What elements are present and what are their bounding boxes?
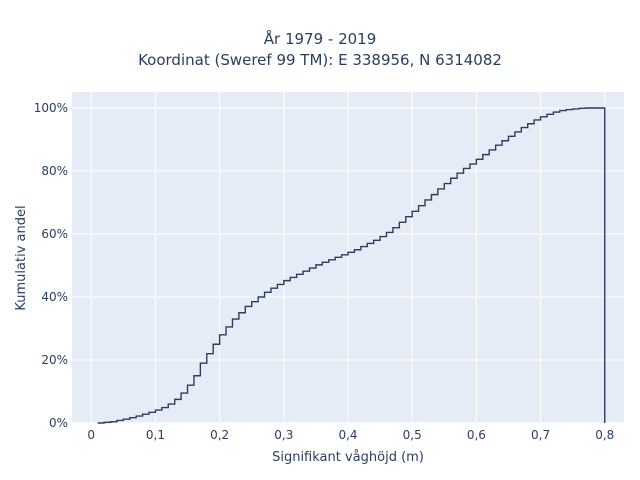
chart-title: År 1979 - 2019 xyxy=(263,30,377,48)
y-tick-label: 100% xyxy=(34,101,68,115)
y-axis-label: Kumulativ andel xyxy=(14,205,29,310)
x-axis-label: Signifikant våghöjd (m) xyxy=(272,450,424,465)
x-tick-label: 0,7 xyxy=(531,428,550,442)
ticks-layer: 0 0,1 0,2 0,3 0,4 0,5 0,6 0,7 0,8 0% 20% 40% 60% 80% 1… xyxy=(34,101,615,442)
x-tick-label: 0,2 xyxy=(210,428,229,442)
y-tick-label: 0% xyxy=(49,416,68,430)
y-tick-label: 40% xyxy=(41,290,68,304)
y-tick-label: 80% xyxy=(41,164,68,178)
series-line xyxy=(97,107,606,424)
x-tick-label: 0 xyxy=(87,428,95,442)
x-tick-label: 0,3 xyxy=(274,428,293,442)
x-tick-label: 0,6 xyxy=(467,428,486,442)
y-tick-label: 20% xyxy=(41,353,68,367)
series-layer xyxy=(97,107,606,424)
grid-layer xyxy=(72,92,624,424)
x-tick-label: 0,8 xyxy=(595,428,614,442)
chart-subtitle: Koordinat (Sweref 99 TM): E 338956, N 63… xyxy=(138,51,502,69)
x-tick-label: 0,4 xyxy=(338,428,357,442)
y-tick-label: 60% xyxy=(41,227,68,241)
x-tick-label: 0,1 xyxy=(146,428,165,442)
x-tick-label: 0,5 xyxy=(403,428,422,442)
